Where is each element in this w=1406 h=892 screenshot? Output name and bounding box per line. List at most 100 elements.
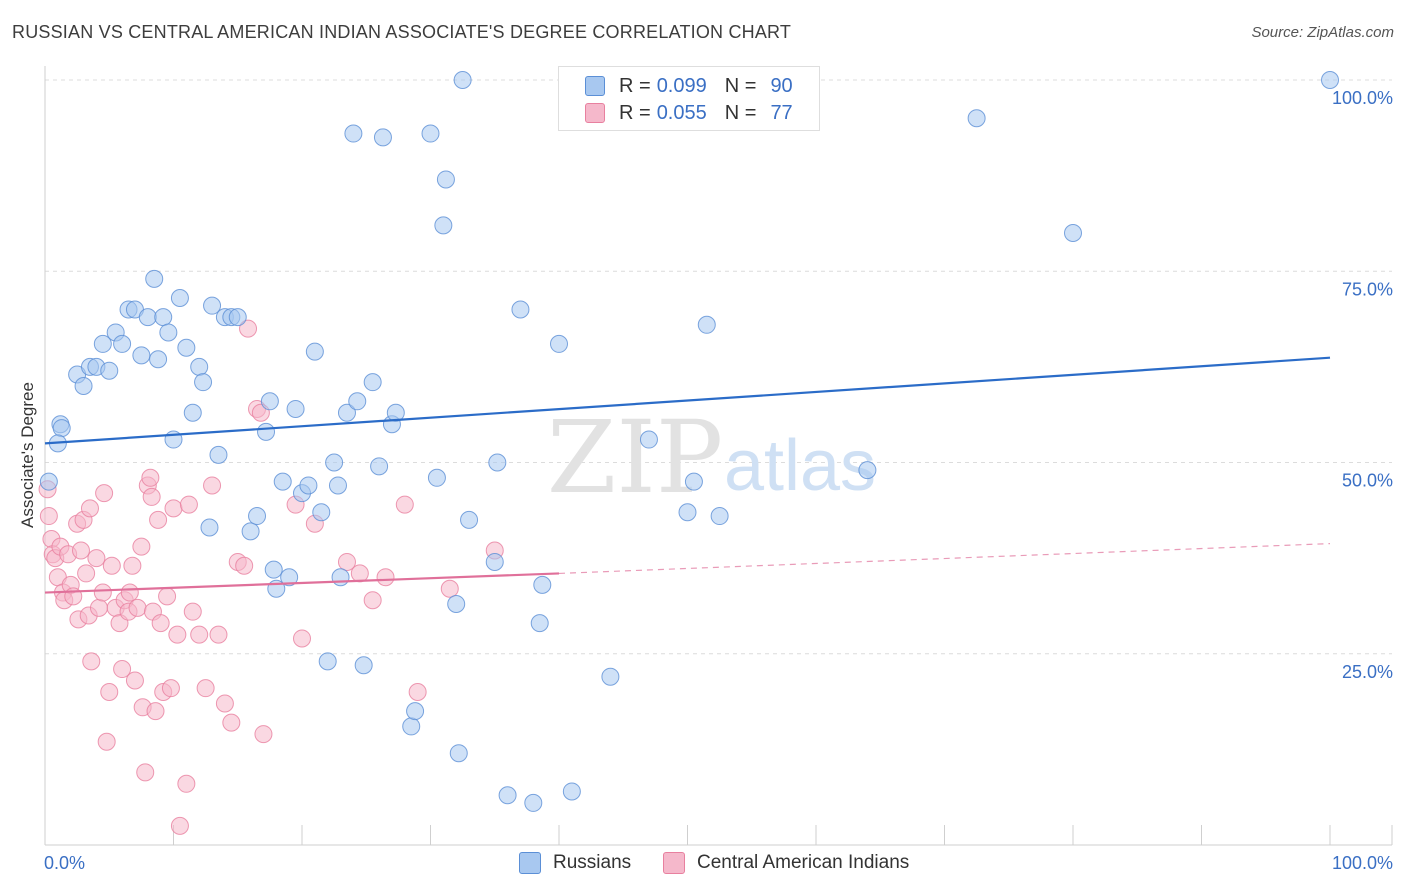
chart-title: RUSSIAN VS CENTRAL AMERICAN INDIAN ASSOC… [12,22,792,42]
russian-point [325,453,344,472]
russian-point [427,468,446,487]
russian-point [710,507,729,526]
central-american-indian-point [95,484,114,503]
central-american-indian-point [102,556,121,575]
russian-point [228,308,247,327]
russian-point [257,422,276,441]
russian-point [113,334,132,353]
legend-r-value: 0.099 [656,74,707,97]
legend-row-central: R = 0.055 N = 77 [585,100,793,126]
central-american-indian-point [141,468,160,487]
russian-point [312,503,331,522]
russian-point [241,522,260,541]
russian-point [697,315,716,334]
russian-point [170,289,189,308]
series-swatch-russians [519,852,541,874]
central-american-indian-point [235,556,254,575]
russian-point [386,403,405,422]
central-american-indian-point [71,541,90,560]
russian-point [203,296,222,315]
russian-point [200,518,219,537]
russian-point [145,269,164,288]
series-legend: Russians Central American Indians [0,852,1406,878]
central-american-indian-point [97,732,116,751]
central-american-indian-point [177,774,196,793]
central-american-indian-point [123,556,142,575]
central-american-indian-point [196,679,215,698]
central-american-indian-point [254,725,273,744]
legend-n-label: N = [724,101,757,124]
russian-point [370,457,389,476]
russian-point [460,510,479,529]
stats-legend: R = 0.099 N = 90 R = 0.055 N = 77 [558,66,820,131]
series-legend-central[interactable]: Central American Indians [663,852,909,874]
central-american-indian-point [440,579,459,598]
legend-row-russians: R = 0.099 N = 90 [585,73,793,99]
legend-r-label: R = [619,101,651,124]
russian-point [331,568,350,587]
central-american-indian-point [209,625,228,644]
russian-point [149,350,168,369]
grid-layer [45,79,1392,655]
watermark-zip: ZIP [547,399,723,516]
y-axis-label: Associate's Degree [18,382,37,528]
central-american-indian-point [190,625,209,644]
legend-n-value: 77 [770,101,793,124]
y-tick-label: 75.0% [1342,279,1393,299]
russian-point [248,507,267,526]
central-american-indian-point [183,602,202,621]
legend-swatch-russians [585,76,605,96]
series-label-central: Central American Indians [697,852,910,873]
central-american-indian-point [87,549,106,568]
y-tick-label: 50.0% [1342,471,1393,491]
russian-point [74,377,93,395]
russian-point [406,702,425,721]
russian-point [447,595,466,614]
russian-point [93,334,112,353]
legend-n-label: N = [724,74,757,97]
watermark: ZIP atlas [547,399,876,516]
russian-point [402,717,421,736]
central-american-indian-point [142,487,161,506]
central-american-indian-point [408,683,427,701]
central-american-indian-point [376,568,395,587]
central-american-indian-point [80,499,99,518]
series-swatch-central [663,852,685,874]
legend-r-value: 0.055 [656,101,707,124]
russian-point [684,472,703,491]
central-trend-extension [558,542,1331,575]
trend-layer [44,356,1331,594]
central-american-indian-point [125,671,144,690]
russian-point [498,786,517,805]
central-american-indian-point [120,583,139,602]
russian-point [273,472,292,491]
source-note: Source: ZipAtlas.com [1251,24,1394,41]
russian-point [280,568,299,587]
central-american-indian-point [239,319,258,338]
russian-point [337,403,356,422]
russians-trend-line [44,356,1331,445]
legend-n-value: 90 [770,74,793,97]
russian-point [453,71,472,89]
central-american-indian-point [132,537,151,556]
russian-point [436,170,455,189]
russian-point [678,503,697,522]
russian-point [286,399,305,418]
russian-point [533,575,552,594]
russian-point [328,476,347,495]
russian-point [299,476,318,495]
central-american-indian-point [215,694,234,713]
russian-point [154,308,173,327]
russian-point [194,373,213,392]
central-american-indian-point [168,625,187,644]
central-american-indian-point [179,495,198,514]
russian-point [264,560,283,579]
russian-point [132,346,151,365]
central-american-indian-point [170,816,189,835]
russian-point [449,744,468,763]
series-legend-russians[interactable]: Russians [519,852,631,874]
series-label-russians: Russians [553,852,632,873]
russian-point [190,357,209,376]
russian-point [530,614,549,633]
